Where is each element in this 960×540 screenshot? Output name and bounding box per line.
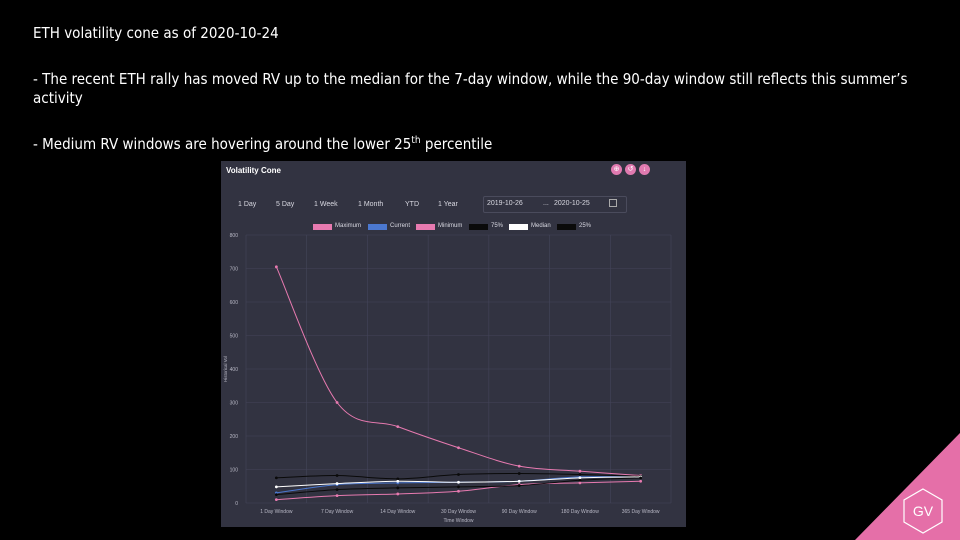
- bullet-medium-suffix: percentile: [420, 135, 493, 153]
- bullet-medium-windows: - Medium RV windows are hovering around …: [33, 135, 492, 154]
- y-tick-label-2: 200: [230, 434, 239, 440]
- series-point-maximum-3: [457, 446, 460, 450]
- bullet-medium-sup: th: [411, 135, 421, 146]
- series-point-minimum-5: [578, 481, 582, 485]
- series-point-median-4: [517, 479, 521, 483]
- panel-title: Volatility Cone: [226, 166, 281, 175]
- x-axis-label: Time Window: [443, 518, 473, 524]
- range-button-1-day[interactable]: 1 Day: [238, 201, 257, 208]
- series-point-25-2: [396, 486, 400, 490]
- series-point-75-3: [457, 473, 460, 476]
- series-point-25-5: [578, 478, 582, 482]
- x-tick-label-6: 365 Day Window: [622, 509, 660, 515]
- y-tick-label-8: 800: [230, 233, 239, 239]
- bullet-rally: - The recent ETH rally has moved RV up t…: [33, 70, 908, 107]
- legend-swatch-maximum[interactable]: [313, 224, 332, 230]
- series-point-75-0: [274, 476, 278, 480]
- x-tick-label-2: 14 Day Window: [380, 509, 415, 515]
- series-point-minimum-6: [639, 479, 643, 483]
- y-tick-label-3: 300: [230, 401, 239, 407]
- series-point-25-1: [335, 488, 339, 491]
- series-point-minimum-2: [396, 492, 400, 496]
- series-point-25-6: [639, 476, 643, 480]
- series-point-maximum-1: [335, 401, 339, 404]
- calendar-icon[interactable]: [609, 199, 617, 207]
- series-point-75-5: [578, 473, 582, 476]
- series-point-75-4: [517, 472, 521, 475]
- x-tick-label-1: 7 Day Window: [321, 509, 354, 515]
- y-tick-label-6: 600: [230, 300, 239, 306]
- range-button-1-year[interactable]: 1 Year: [438, 201, 458, 208]
- series-point-median-0: [274, 485, 278, 489]
- legend-25[interactable]: 25%: [579, 223, 592, 229]
- logo-hexagon: [903, 488, 943, 534]
- series-point-median-3: [457, 480, 460, 484]
- legend-swatch-minimum[interactable]: [416, 224, 435, 230]
- legend-swatch-75[interactable]: [469, 224, 488, 230]
- legend-swatch-median[interactable]: [509, 224, 528, 230]
- volatility-cone-panel: Volatility Cone ⊕ ↺ ↓ 1 Day 5 Day 1 Week…: [221, 161, 686, 527]
- series-point-75-1: [335, 474, 339, 477]
- legend-75[interactable]: 75%: [491, 223, 504, 229]
- zoom-icon[interactable]: ⊕: [611, 164, 622, 175]
- volatility-cone-chart: 0 100 200 300 400 500 600 700 800 1 Day Window 7 D…: [223, 233, 672, 524]
- y-tick-label-5: 500: [230, 334, 239, 340]
- y-tick-label-7: 700: [230, 267, 239, 273]
- series-point-maximum-4: [517, 464, 521, 468]
- date-from[interactable]: 2019-10-26: [487, 200, 523, 207]
- logo-text: GV: [913, 503, 934, 519]
- range-button-5-day[interactable]: 5 Day: [276, 201, 295, 208]
- date-separator: ...: [543, 200, 549, 207]
- series-point-maximum-0: [274, 265, 278, 269]
- x-tick-label-3: 30 Day Window: [441, 509, 476, 515]
- y-tick-label-1: 100: [230, 468, 239, 474]
- x-tick-label-0: 1 Day Window: [260, 509, 293, 515]
- series-point-minimum-3: [457, 489, 460, 493]
- reset-icon[interactable]: ↺: [625, 164, 636, 175]
- range-button-1-month[interactable]: 1 Month: [358, 201, 384, 208]
- series-point-25-4: [517, 484, 521, 487]
- series-point-75-2: [396, 477, 400, 481]
- y-axis-label: Historical Vol: [223, 356, 228, 382]
- legend-median[interactable]: Median: [531, 223, 551, 229]
- date-range-picker[interactable]: [483, 196, 627, 213]
- series-point-maximum-2: [396, 425, 400, 429]
- slide-title: ETH volatility cone as of 2020-10-24: [33, 24, 279, 42]
- series-point-median-2: [396, 479, 400, 483]
- download-icon[interactable]: ↓: [639, 164, 650, 175]
- y-tick-label-4: 400: [230, 367, 239, 373]
- bullet-medium-text: - Medium RV windows are hovering around …: [33, 135, 412, 153]
- date-to[interactable]: 2020-10-25: [554, 200, 590, 207]
- series-point-minimum-0: [274, 498, 278, 502]
- legend-swatch-current[interactable]: [368, 224, 387, 230]
- range-button-ytd[interactable]: YTD: [405, 201, 419, 208]
- legend-swatch-25[interactable]: [557, 224, 576, 230]
- legend-minimum[interactable]: Minimum: [438, 223, 463, 229]
- series-point-median-1: [335, 482, 339, 485]
- x-tick-label-4: 90 Day Window: [502, 509, 537, 515]
- series-point-median-5: [578, 476, 582, 480]
- logo-corner-triangle: [855, 433, 960, 540]
- series-point-25-3: [457, 485, 460, 489]
- legend-current[interactable]: Current: [390, 223, 411, 229]
- series-point-maximum-5: [578, 469, 582, 473]
- legend-maximum[interactable]: Maximum: [335, 223, 362, 229]
- range-button-1-week[interactable]: 1 Week: [314, 201, 338, 208]
- series-point-25-0: [274, 493, 278, 497]
- x-tick-label-5: 180 Day Window: [561, 509, 599, 515]
- y-tick-label-0: 0: [235, 501, 238, 507]
- series-point-minimum-1: [335, 494, 339, 498]
